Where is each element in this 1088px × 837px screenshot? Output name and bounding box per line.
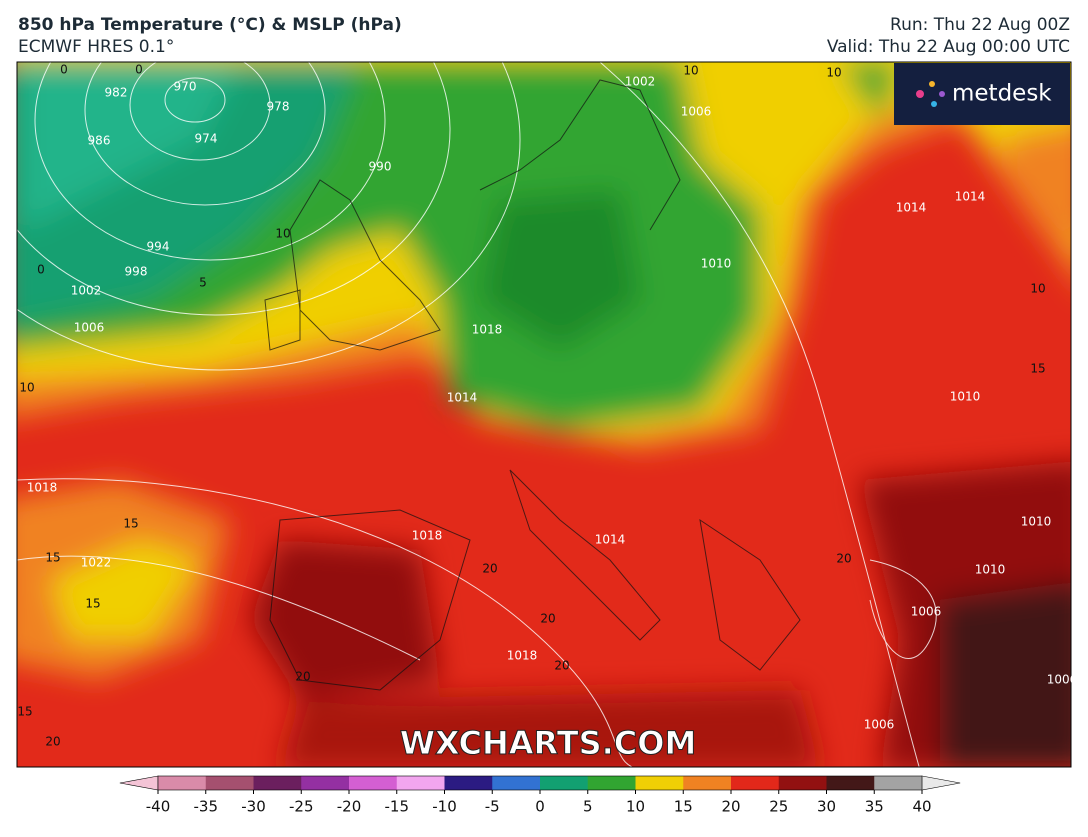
isobar-label: 1002	[71, 284, 102, 298]
colorbar-tick-label: -10	[432, 798, 457, 816]
subtitle: ECMWF HRES 0.1°	[18, 37, 174, 57]
map	[17, 62, 1071, 767]
colorbar-tick-label: -5	[485, 798, 500, 816]
temperature-field	[17, 62, 1071, 767]
colorbar: -40 -35 -30 -25 -20 -15 -10 -5 0 5 10 15 20 25 30 35 40	[119, 775, 961, 816]
colorbar-segment	[301, 776, 350, 790]
temperature-label: 20	[540, 612, 555, 626]
temperature-label: 20	[554, 659, 569, 673]
isobar-label: 978	[267, 100, 290, 114]
temperature-label: 15	[85, 597, 100, 611]
temperature-label: 15	[123, 517, 138, 531]
colorbar-segment	[492, 776, 541, 790]
isobars	[17, 62, 937, 767]
isobar-label: 1018	[507, 649, 538, 663]
isobar-label: 1010	[701, 257, 732, 271]
temperature-label: 20	[45, 735, 60, 749]
temperature-label: 10	[683, 64, 698, 78]
colorbar-tick-label: 40	[912, 798, 931, 816]
isobar-label: 974	[195, 132, 218, 146]
colorbar-tick-label: -35	[194, 798, 219, 816]
isobar-label: 990	[369, 160, 392, 174]
colorbar-segment	[158, 776, 207, 790]
colorbar-tick-label: 35	[865, 798, 884, 816]
logo-text: metdesk	[952, 81, 1052, 107]
colorbar-segment	[874, 776, 923, 790]
watermark: WXCHARTS.COM	[400, 724, 697, 762]
temperature-label: 15	[45, 551, 60, 565]
colorbar-tick-label: -25	[289, 798, 314, 816]
colorbar-segment	[349, 776, 398, 790]
run-time: Run: Thu 22 Aug 00Z	[890, 15, 1070, 35]
colorbar-tick-label: 10	[626, 798, 645, 816]
colorbar-segment	[396, 776, 445, 790]
isobar-label: 1006	[911, 605, 942, 619]
colorbar-segment	[683, 776, 732, 790]
colorbar-segment	[253, 776, 302, 790]
isobar-label: 1014	[955, 190, 986, 204]
valid-time: Valid: Thu 22 Aug 00:00 UTC	[827, 37, 1070, 57]
temperature-label: 20	[836, 552, 851, 566]
logo-icon	[916, 81, 945, 107]
isobar-label: 1018	[412, 529, 443, 543]
coastlines	[264, 79, 801, 691]
map-labels: 970 974 978 982 986 990 994 998 1002 1006 1002 1006…	[17, 63, 1077, 749]
isobar-label: 1010	[975, 563, 1006, 577]
isobar-label: 1006	[681, 105, 712, 119]
isobar-label: 1002	[625, 75, 656, 89]
colorbar-tick-label: 0	[535, 798, 545, 816]
colorbar-segment	[444, 776, 493, 790]
isobar-label: 1018	[472, 323, 503, 337]
temperature-label: 15	[17, 705, 32, 719]
isobar-label: 1018	[27, 481, 58, 495]
colorbar-tick-label: -15	[385, 798, 410, 816]
colorbar-segment	[205, 776, 254, 790]
colorbar-tick-label: 20	[721, 798, 740, 816]
colorbar-low-arrow	[119, 775, 159, 791]
isobar-label: 1006	[74, 321, 105, 335]
temperature-label: 0	[37, 263, 45, 277]
colorbar-tick-label: 25	[769, 798, 788, 816]
temperature-label: 15	[1030, 362, 1045, 376]
colorbar-segment	[587, 776, 636, 790]
temperature-label: 10	[19, 381, 34, 395]
isobar-label: 1022	[81, 556, 112, 570]
isobar-label: 994	[147, 240, 170, 254]
isobar-label: 1010	[1021, 515, 1052, 529]
isobar-label: 970	[174, 80, 197, 94]
isobar-label: 982	[105, 86, 128, 100]
temperature-label: 10	[826, 66, 841, 80]
colorbar-tick-label: -40	[146, 798, 171, 816]
colorbar-segment	[826, 776, 875, 790]
colorbar-segment	[635, 776, 684, 790]
temperature-label: 10	[275, 227, 290, 241]
colorbar-high-arrow	[921, 775, 961, 791]
temperature-label: 5	[199, 276, 207, 290]
colorbar-tick-label: 5	[583, 798, 593, 816]
temperature-label: 10	[1030, 282, 1045, 296]
isobar-label: 1006	[1047, 673, 1078, 687]
temperature-label: 0	[135, 63, 143, 77]
colorbar-segment	[778, 776, 827, 790]
isobar-label: 1010	[950, 390, 981, 404]
colorbar-tick-label: 15	[674, 798, 693, 816]
colorbar-segment	[540, 776, 589, 790]
isobar-label: 1014	[595, 533, 626, 547]
colorbar-tick-label: 30	[817, 798, 836, 816]
map-frame	[16, 61, 1072, 768]
isobar-label: 998	[125, 265, 148, 279]
isobar-label: 1014	[896, 201, 927, 215]
isobar-label: 1014	[447, 391, 478, 405]
temperature-label: 20	[482, 562, 497, 576]
isobar-label: 986	[88, 134, 111, 148]
colorbar-tick-label: -30	[241, 798, 266, 816]
temperature-label: 0	[60, 63, 68, 77]
temperature-label: 20	[295, 670, 310, 684]
isobar-label: 1006	[864, 718, 895, 732]
title: 850 hPa Temperature (°C) & MSLP (hPa)	[18, 15, 402, 35]
colorbar-segment	[731, 776, 780, 790]
colorbar-tick-label: -20	[337, 798, 362, 816]
